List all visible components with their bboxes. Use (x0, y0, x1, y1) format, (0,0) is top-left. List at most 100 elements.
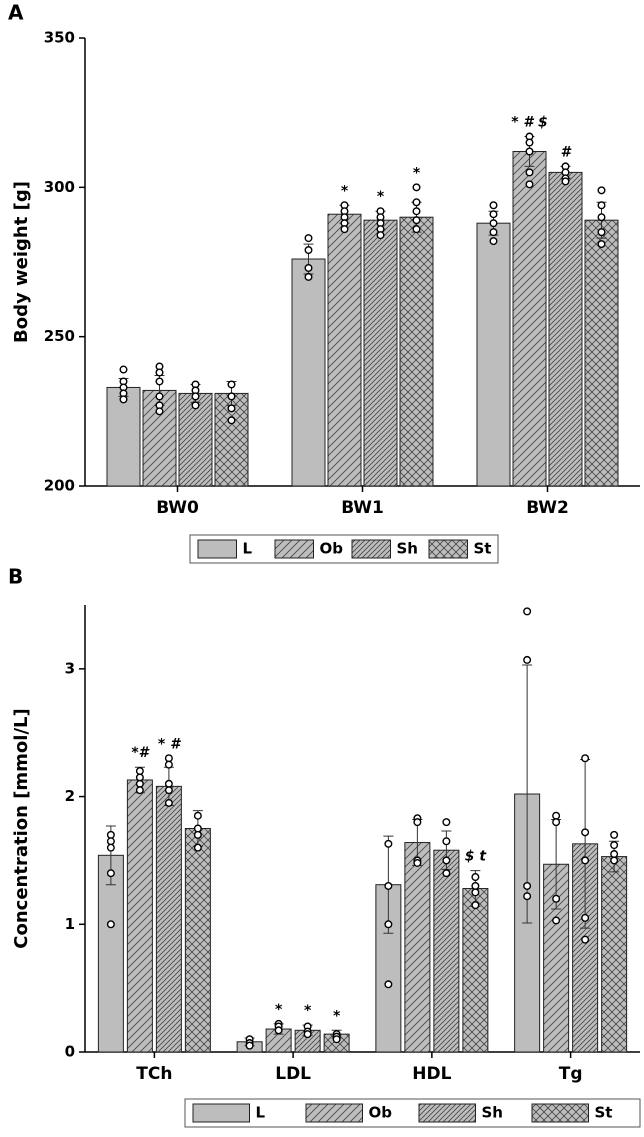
significance-label: * (275, 1002, 283, 1018)
bar (462, 888, 489, 1053)
data-point (135, 779, 144, 788)
legend-swatch (192, 1103, 250, 1123)
data-point (384, 881, 393, 890)
data-point (523, 655, 532, 664)
data-point (412, 207, 421, 216)
data-point (442, 818, 451, 827)
x-tick-label: Tg (559, 1064, 583, 1084)
data-point (227, 392, 236, 401)
y-tick-label: 300 (44, 178, 75, 196)
data-point (304, 234, 313, 243)
data-point (106, 843, 115, 852)
data-point (384, 839, 393, 848)
significance-label: * (333, 1008, 341, 1024)
data-point (489, 219, 498, 228)
data-point (191, 392, 200, 401)
x-tick-label: BW0 (156, 498, 199, 518)
data-point (384, 980, 393, 989)
data-point (581, 856, 590, 865)
data-point (135, 773, 144, 782)
data-point (561, 177, 570, 186)
data-point (471, 901, 480, 910)
significance-label: * (377, 189, 385, 205)
y-axis-label: Concentration [mmol/L] (11, 708, 32, 948)
data-point (489, 201, 498, 210)
legend-label: St (595, 1104, 613, 1122)
legend-label: Sh (482, 1104, 503, 1122)
x-tick-label: TCh (136, 1064, 172, 1084)
data-point (227, 380, 236, 389)
bar (601, 856, 628, 1053)
data-point (442, 837, 451, 846)
data-point (552, 811, 561, 820)
data-point (597, 186, 606, 195)
data-point (164, 798, 173, 807)
panel-label: A (8, 1, 24, 25)
x-tick-label: BW1 (341, 498, 384, 518)
x-tick-label: BW2 (526, 498, 569, 518)
data-point (523, 881, 532, 890)
data-point (227, 404, 236, 413)
bar (584, 219, 619, 487)
data-point (106, 920, 115, 929)
data-point (597, 240, 606, 249)
data-point (193, 843, 202, 852)
data-point (489, 237, 498, 246)
bar (404, 842, 431, 1053)
legend-swatch (418, 1103, 476, 1123)
legend-label: Sh (397, 540, 418, 558)
data-point (525, 147, 534, 156)
legend-label: L (243, 540, 253, 558)
data-point (442, 869, 451, 878)
data-point (155, 368, 164, 377)
data-point (581, 828, 590, 837)
y-tick-label: 3 (65, 659, 75, 677)
significance-label: *# (131, 745, 149, 761)
data-point (106, 869, 115, 878)
significance-label: # (561, 144, 572, 160)
data-point (413, 858, 422, 867)
data-point (245, 1041, 254, 1050)
bar (363, 219, 398, 487)
y-tick-label: 250 (44, 327, 75, 345)
data-point (471, 888, 480, 897)
data-point (597, 228, 606, 237)
bar (106, 386, 141, 487)
data-point (106, 830, 115, 839)
significance-label: * # $ (511, 115, 548, 131)
data-point (155, 392, 164, 401)
y-tick-label: 2 (65, 787, 75, 805)
data-point (135, 786, 144, 795)
bar (512, 150, 547, 487)
data-point (191, 401, 200, 410)
data-point (489, 210, 498, 219)
data-point (552, 894, 561, 903)
data-point (193, 811, 202, 820)
data-point (155, 377, 164, 386)
data-point (274, 1026, 283, 1035)
data-point (442, 856, 451, 865)
bar (184, 828, 211, 1053)
significance-label: * (413, 165, 421, 181)
bar (476, 222, 511, 487)
data-point (525, 138, 534, 147)
y-tick-label: 1 (65, 915, 75, 933)
data-point (412, 183, 421, 192)
data-point (193, 830, 202, 839)
data-point (227, 416, 236, 425)
bar (155, 785, 182, 1053)
legend-label: L (256, 1104, 266, 1122)
data-point (610, 841, 619, 850)
data-point (412, 225, 421, 234)
data-point (610, 850, 619, 859)
data-point (581, 913, 590, 922)
data-point (376, 231, 385, 240)
data-point (552, 818, 561, 827)
data-point (304, 272, 313, 281)
y-tick-label: 350 (44, 29, 75, 47)
data-point (489, 228, 498, 237)
data-point (525, 168, 534, 177)
data-point (164, 754, 173, 763)
x-tick-label: HDL (412, 1064, 451, 1084)
